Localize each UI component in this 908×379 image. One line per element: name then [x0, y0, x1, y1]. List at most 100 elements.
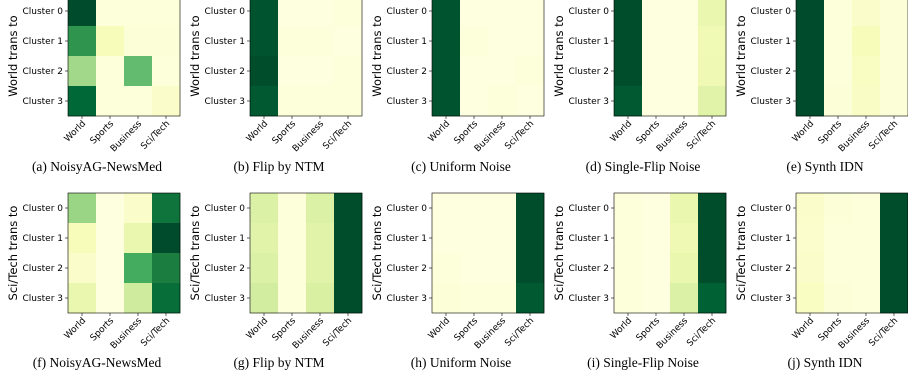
heatmap-cell-2-2	[670, 56, 699, 87]
heatmap-cell-2-0	[614, 56, 643, 87]
heatmap-cell-3-2	[306, 283, 335, 314]
heatmap-cell-1-2	[306, 223, 335, 254]
y-axis-title: World trans to	[6, 15, 20, 96]
heatmap-cell-1-3	[698, 26, 727, 57]
heatmap-cell-3-2	[124, 86, 153, 117]
heatmap-cell-3-0	[250, 86, 279, 117]
y-tick-label: Cluster 3	[204, 294, 245, 304]
heatmap-cell-1-1	[278, 223, 307, 254]
heatmap-cell-0-1	[460, 0, 489, 27]
heatmap-cell-3-1	[96, 283, 125, 314]
y-axis-title: World trans to	[734, 15, 748, 96]
x-tick-label: Business	[473, 316, 508, 351]
y-tick-label: Cluster 1	[568, 37, 609, 47]
y-tick-label: Cluster 3	[568, 97, 609, 107]
heatmap-frame	[67, 0, 181, 117]
x-tick-label: Sci/Tech	[685, 119, 718, 152]
heatmap-cell-3-3	[152, 283, 181, 314]
panel-caption: (e) Synth IDN	[786, 159, 864, 174]
heatmap-frame	[795, 0, 908, 117]
heatmap-cell-0-1	[278, 193, 307, 224]
heatmap-cell-3-2	[670, 86, 699, 117]
y-axis-title: Sci/Tech trans to	[6, 206, 20, 301]
x-tick-label: Sci/Tech	[685, 316, 718, 349]
x-tick-label: Sports	[271, 316, 299, 344]
heatmap-cell-2-2	[488, 253, 517, 284]
heatmap-cell-1-3	[334, 223, 363, 254]
heatmap-cell-0-3	[516, 0, 545, 27]
heatmap-cell-0-3	[880, 0, 908, 27]
y-axis-title: Sci/Tech trans to	[734, 206, 748, 301]
heatmap-cell-1-0	[614, 26, 643, 57]
panel-caption: (f) NoisyAG-NewsMed	[32, 355, 162, 370]
heatmap-cell-2-1	[460, 253, 489, 284]
heatmap-cell-1-2	[124, 223, 153, 254]
x-tick-label: Sports	[271, 119, 299, 147]
heatmap-cell-2-1	[96, 253, 125, 284]
x-tick-label: Sports	[635, 119, 663, 147]
heatmap-frame	[613, 0, 727, 117]
heatmap-frame	[613, 192, 727, 314]
heatmap-cell-1-3	[152, 223, 181, 254]
y-tick-label: Cluster 2	[204, 67, 245, 77]
panel-caption: (a) NoisyAG-NewsMed	[31, 159, 163, 174]
heatmap-cell-1-1	[824, 26, 853, 57]
heatmap-cell-1-0	[250, 26, 279, 57]
x-tick-label: Sports	[453, 316, 481, 344]
heatmap-cell-3-1	[278, 86, 307, 117]
x-tick-label: World	[63, 316, 88, 341]
heatmap-cell-1-2	[670, 26, 699, 57]
panel-caption: (c) Uniform Noise	[411, 159, 511, 174]
x-tick-label: Sci/Tech	[139, 316, 172, 349]
heatmap-cell-1-1	[96, 26, 125, 57]
heatmap-cell-0-3	[698, 193, 727, 224]
x-tick-label: Business	[837, 316, 872, 351]
heatmap-cell-3-3	[698, 86, 727, 117]
y-axis-title: Sci/Tech trans to	[188, 206, 202, 301]
heatmap-panel-8: Cluster 0 Cluster 1 Cluster 2 Cluster 3 Worl…	[552, 192, 727, 351]
heatmap-cell-2-3	[880, 253, 908, 284]
heatmap-cell-0-3	[334, 0, 363, 27]
heatmap-cell-0-2	[306, 193, 335, 224]
heatmap-cell-0-1	[460, 193, 489, 224]
heatmap-cell-1-3	[152, 26, 181, 57]
heatmap-cell-3-1	[642, 283, 671, 314]
y-tick-label: Cluster 3	[22, 97, 63, 107]
heatmap-cell-0-0	[250, 193, 279, 224]
heatmap-cell-1-2	[670, 223, 699, 254]
heatmap-cell-1-1	[460, 223, 489, 254]
heatmap-cell-3-1	[642, 86, 671, 117]
heatmap-cell-1-0	[614, 223, 643, 254]
heatmap-cell-1-1	[278, 26, 307, 57]
y-tick-label: Cluster 0	[386, 7, 427, 17]
heatmap-cell-3-3	[334, 283, 363, 314]
heatmap-cell-2-0	[68, 253, 97, 284]
heatmap-cell-1-2	[852, 223, 881, 254]
heatmap-cell-2-1	[642, 253, 671, 284]
heatmap-cell-1-3	[334, 26, 363, 57]
panel-caption: (i) Single-Flip Noise	[587, 355, 699, 370]
heatmap-cell-3-3	[880, 86, 908, 117]
heatmap-cell-3-3	[516, 86, 545, 117]
x-tick-label: Sci/Tech	[503, 316, 536, 349]
y-tick-label: Cluster 1	[22, 37, 63, 47]
x-tick-label: Sci/Tech	[867, 316, 900, 349]
heatmap-cell-2-1	[642, 56, 671, 87]
heatmap-cell-3-2	[670, 283, 699, 314]
heatmap-cell-2-2	[852, 56, 881, 87]
y-tick-label: Cluster 0	[750, 204, 791, 214]
y-tick-label: Cluster 0	[568, 7, 609, 17]
y-tick-label: Cluster 1	[568, 234, 609, 244]
heatmap-cell-2-1	[824, 253, 853, 284]
heatmap-cell-3-3	[880, 283, 908, 314]
y-tick-label: Cluster 2	[568, 67, 609, 77]
heatmap-cell-3-0	[614, 283, 643, 314]
heatmap-cell-3-1	[278, 283, 307, 314]
y-tick-label: Cluster 0	[22, 7, 63, 17]
heatmap-cell-1-0	[432, 223, 461, 254]
heatmap-cell-0-2	[670, 0, 699, 27]
heatmap-cell-3-1	[460, 283, 489, 314]
heatmap-cell-0-3	[516, 193, 545, 224]
